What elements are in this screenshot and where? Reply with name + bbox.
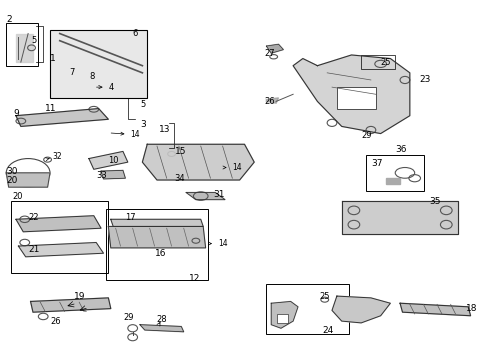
- Text: 7: 7: [69, 68, 75, 77]
- Text: 29: 29: [361, 131, 371, 140]
- Text: 15: 15: [175, 147, 186, 156]
- Text: 2: 2: [6, 15, 12, 24]
- Text: 37: 37: [370, 159, 382, 168]
- Polygon shape: [16, 33, 33, 62]
- Text: 5: 5: [31, 36, 37, 45]
- Text: 6: 6: [132, 29, 138, 38]
- Text: 27: 27: [264, 49, 274, 58]
- Polygon shape: [142, 144, 254, 180]
- Text: 35: 35: [428, 197, 440, 206]
- Text: 8: 8: [89, 72, 94, 81]
- Text: 26: 26: [50, 316, 61, 325]
- Text: 14: 14: [223, 163, 242, 172]
- Polygon shape: [331, 296, 389, 323]
- Text: 32: 32: [45, 152, 62, 161]
- Text: 36: 36: [394, 145, 406, 154]
- Bar: [50, 30, 147, 98]
- Text: 19: 19: [74, 292, 86, 301]
- Text: 13: 13: [159, 126, 171, 135]
- Text: 20: 20: [13, 192, 23, 201]
- Polygon shape: [140, 325, 183, 332]
- Text: 23: 23: [419, 76, 430, 85]
- Polygon shape: [108, 226, 205, 248]
- Text: 4: 4: [96, 83, 113, 92]
- Polygon shape: [341, 202, 458, 234]
- Text: 16: 16: [154, 249, 166, 258]
- Text: 14: 14: [208, 239, 227, 248]
- Bar: [366, 155, 424, 191]
- Text: 31: 31: [212, 190, 224, 199]
- Text: 28: 28: [156, 315, 167, 326]
- Polygon shape: [292, 55, 409, 134]
- Polygon shape: [101, 170, 125, 179]
- Text: 21: 21: [28, 245, 40, 254]
- Polygon shape: [271, 301, 297, 328]
- Polygon shape: [16, 216, 101, 232]
- Text: 11: 11: [45, 104, 57, 113]
- Text: 10: 10: [108, 156, 119, 165]
- Bar: [106, 208, 207, 280]
- Text: 24: 24: [322, 325, 333, 334]
- Bar: [266, 284, 348, 334]
- Text: 25: 25: [380, 58, 390, 67]
- Text: 25: 25: [319, 292, 330, 301]
- Polygon shape: [19, 243, 103, 257]
- Text: 17: 17: [125, 213, 136, 222]
- Text: 33: 33: [96, 171, 107, 180]
- Polygon shape: [89, 152, 127, 169]
- Polygon shape: [186, 193, 224, 200]
- Text: 14: 14: [111, 130, 140, 139]
- Bar: [277, 314, 287, 323]
- Text: 30: 30: [6, 167, 18, 176]
- Polygon shape: [30, 298, 111, 312]
- Text: 34: 34: [174, 174, 184, 183]
- Bar: [11, 202, 108, 273]
- Polygon shape: [111, 219, 203, 226]
- Text: 9: 9: [14, 109, 19, 118]
- Polygon shape: [266, 44, 283, 53]
- Polygon shape: [6, 173, 50, 187]
- Bar: [336, 87, 375, 109]
- Bar: [361, 55, 394, 69]
- Text: 20: 20: [6, 176, 18, 185]
- Polygon shape: [266, 98, 278, 103]
- Text: 3: 3: [140, 120, 145, 129]
- Text: 22: 22: [28, 213, 39, 222]
- Text: 5: 5: [140, 100, 145, 109]
- Polygon shape: [399, 303, 469, 316]
- Text: 1: 1: [50, 54, 56, 63]
- Polygon shape: [385, 178, 399, 184]
- Text: 26: 26: [264, 97, 274, 106]
- Text: 29: 29: [122, 313, 133, 322]
- Text: 18: 18: [465, 304, 476, 313]
- Bar: [6, 23, 38, 66]
- Text: 12: 12: [188, 274, 200, 283]
- Polygon shape: [16, 109, 108, 126]
